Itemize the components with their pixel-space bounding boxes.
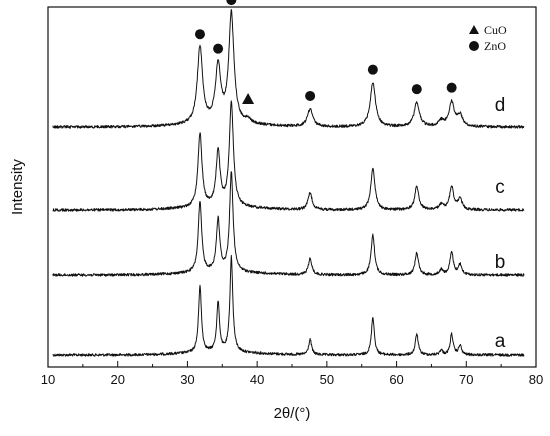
series-labels: a b c d	[495, 95, 506, 352]
x-tick-label-30: 30	[180, 372, 194, 387]
plot-frame	[47, 6, 537, 368]
znO-peak-marker	[194, 29, 205, 40]
znO-peak-marker	[367, 64, 378, 75]
x-tick-label-80: 80	[529, 372, 543, 387]
xrd-curve-b	[52, 171, 525, 277]
x-tick-label-20: 20	[110, 372, 124, 387]
znO-peak-marker	[446, 82, 457, 93]
znO-peak-marker	[226, 0, 237, 6]
peak-markers	[194, 0, 457, 104]
xrd-curve-d	[52, 9, 525, 129]
znO-peak-marker	[305, 90, 316, 101]
legend-triangle-icon	[469, 25, 479, 34]
legend: CuO ZnO	[469, 23, 507, 53]
x-tick-label-10: 10	[41, 372, 55, 387]
x-tick-label-40: 40	[250, 372, 264, 387]
series-label-c: c	[495, 177, 505, 198]
legend-circle-icon	[469, 41, 479, 51]
legend-label-zno: ZnO	[484, 39, 506, 53]
series-label-b: b	[495, 252, 506, 273]
x-tick-label-50: 50	[320, 372, 334, 387]
x-tick-label-70: 70	[459, 372, 473, 387]
x-axis-title: 2θ/(°)	[274, 405, 311, 422]
xrd-curve-a	[52, 254, 525, 357]
x-tick-label-60: 60	[389, 372, 403, 387]
xrd-curve-c	[52, 100, 525, 212]
y-axis-title: Intensity	[9, 159, 26, 215]
znO-peak-marker	[213, 43, 224, 54]
cuo-peak-marker	[242, 93, 255, 104]
x-axis-ticks: 10 20 30 40 50 60 70 80	[41, 361, 543, 387]
xrd-curves	[52, 9, 525, 357]
legend-label-cuo: CuO	[484, 23, 507, 37]
series-label-d: d	[495, 95, 506, 116]
znO-peak-marker	[411, 84, 422, 95]
series-label-a: a	[495, 331, 506, 352]
